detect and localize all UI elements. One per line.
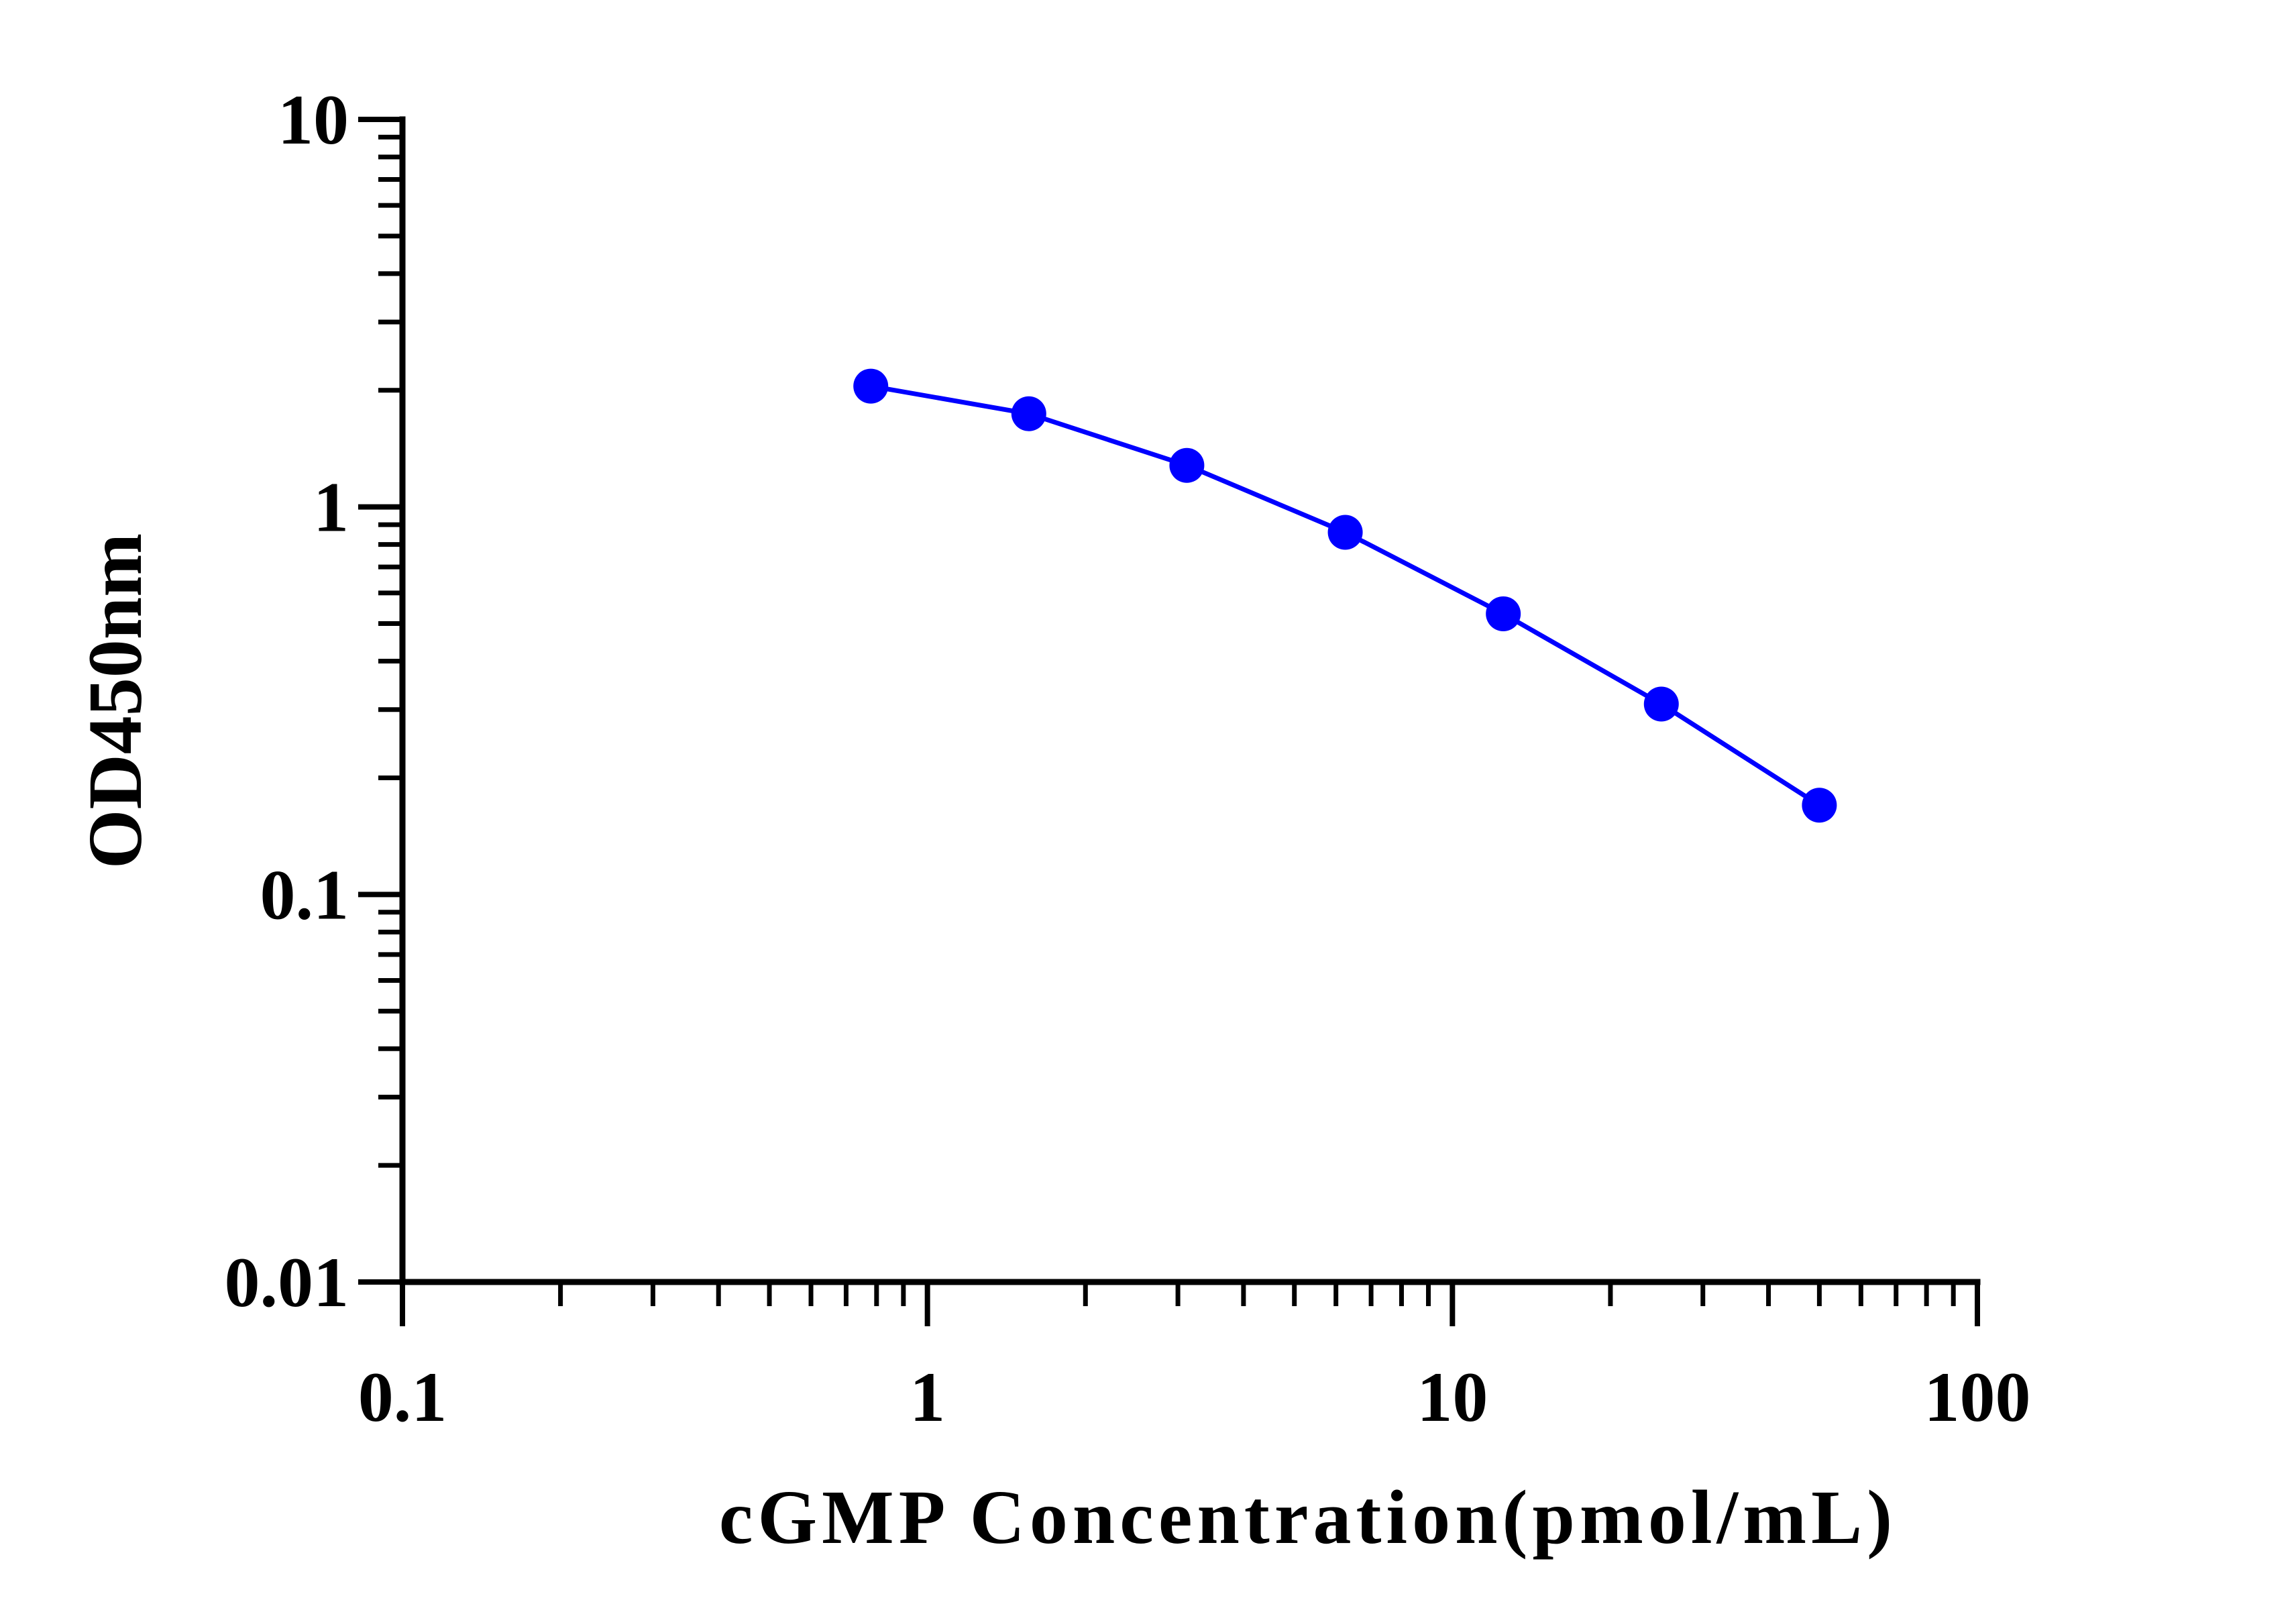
data-point bbox=[1169, 447, 1205, 483]
y-axis bbox=[358, 116, 406, 1285]
data-point bbox=[1011, 396, 1046, 431]
x-tick-label: 10 bbox=[1417, 1358, 1488, 1436]
series-line bbox=[870, 384, 1821, 808]
series-layer bbox=[853, 368, 1837, 823]
y-tick-label: 0.1 bbox=[260, 855, 349, 934]
x-tick-label: 100 bbox=[1924, 1358, 2031, 1436]
data-point bbox=[1486, 596, 1521, 631]
y-tick-label: 10 bbox=[278, 81, 349, 159]
data-point bbox=[1802, 788, 1837, 823]
x-tick-label: 0.1 bbox=[358, 1358, 447, 1436]
x-tick-label: 1 bbox=[910, 1358, 945, 1436]
y-tick-label: 1 bbox=[313, 468, 349, 547]
y-axis-title: OD450nm bbox=[72, 533, 158, 869]
x-axis-title: cGMP Concentration(pmol/mL) bbox=[719, 1475, 1897, 1560]
x-axis bbox=[399, 1279, 1981, 1326]
y-tick-labels: 0.01 0.1 1 10 bbox=[225, 81, 349, 1322]
data-point bbox=[1327, 515, 1363, 550]
data-point bbox=[1643, 686, 1679, 722]
data-point bbox=[853, 368, 889, 404]
x-tick-labels: 0.1 1 10 100 bbox=[358, 1358, 2031, 1436]
y-tick-label: 0.01 bbox=[225, 1243, 349, 1322]
